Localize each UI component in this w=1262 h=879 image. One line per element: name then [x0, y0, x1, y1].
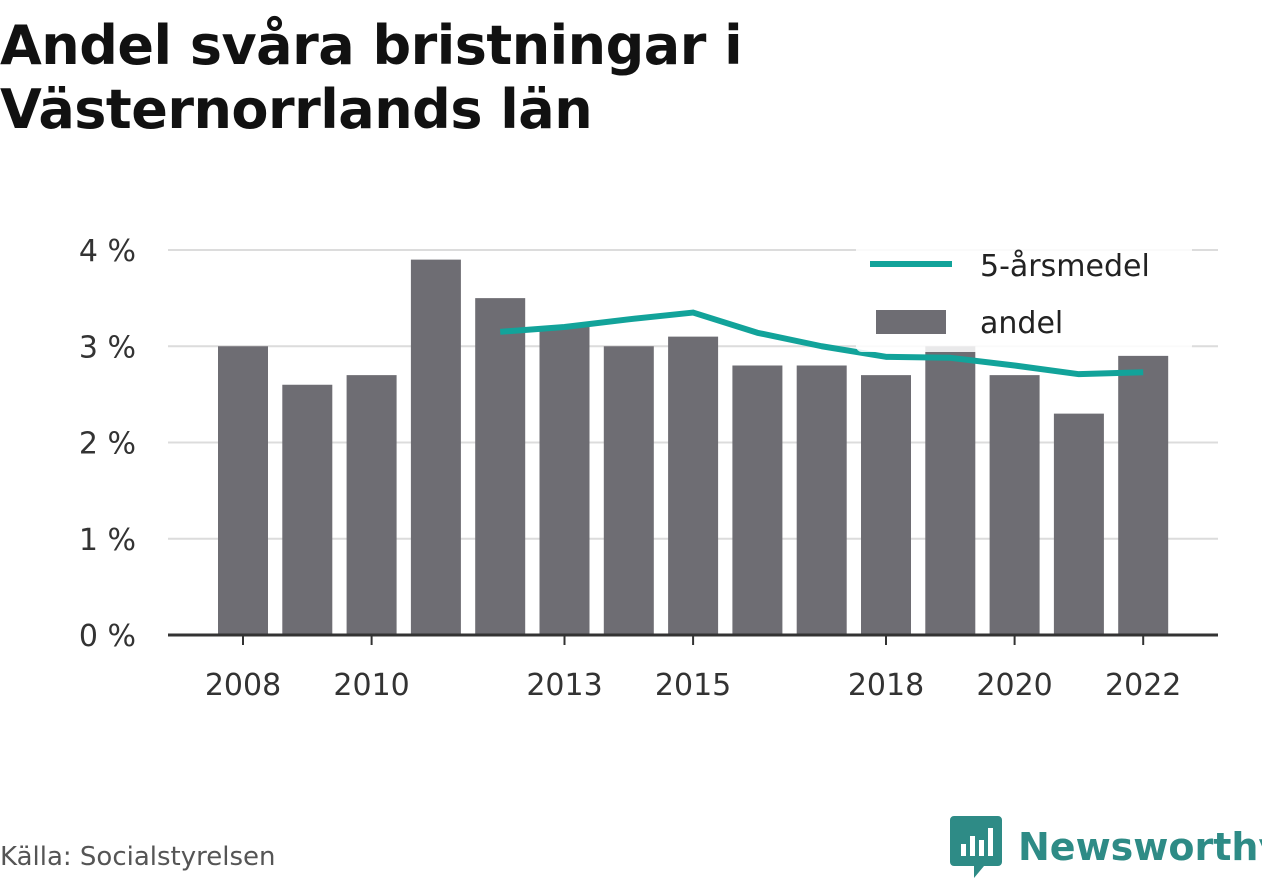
source-note: Källa: Socialstyrelsen: [0, 842, 276, 872]
chart: 0 % 1 % 2 % 3 % 4 % 2008 2010 2013 2015 2018 2020 2…: [79, 234, 1218, 703]
y-tick-label: 4 %: [79, 234, 136, 269]
legend: 5-årsmedel andel: [856, 236, 1192, 352]
newsworthy-logo-icon: [950, 816, 1002, 878]
legend-label-5-arsmedel: 5-årsmedel: [980, 249, 1150, 284]
bar: [796, 365, 847, 635]
y-tick-label: 0 %: [79, 619, 136, 654]
legend-swatch-bar: [876, 310, 946, 334]
x-tick-label: 2022: [1105, 668, 1181, 703]
legend-label-andel: andel: [980, 306, 1063, 341]
bar: [989, 375, 1040, 635]
bar: [282, 384, 333, 635]
bar: [218, 346, 268, 635]
bar: [1053, 413, 1104, 635]
bar: [861, 375, 911, 635]
line-series: [499, 309, 1144, 378]
bar: [539, 327, 590, 635]
bar: [346, 375, 397, 635]
bar: [410, 259, 461, 635]
series-line-5-arsmedel: [499, 309, 1144, 378]
x-tick-label: 2015: [655, 668, 731, 703]
x-tick-label: 2013: [526, 668, 602, 703]
y-tick-label: 3 %: [79, 330, 136, 365]
bars: [218, 259, 1169, 635]
bar: [475, 298, 526, 635]
bar: [1118, 355, 1169, 635]
axes: 0 % 1 % 2 % 3 % 4 % 2008 2010 2013 2015 2018 2020 2…: [79, 234, 1218, 703]
y-tick-label: 1 %: [79, 523, 136, 558]
bar: [668, 336, 719, 635]
bar: [925, 346, 976, 635]
x-tick-label: 2018: [848, 668, 924, 703]
brand-name: Newsworthy: [1018, 825, 1262, 869]
y-tick-label: 2 %: [79, 427, 136, 462]
x-tick-label: 2010: [333, 668, 409, 703]
bar: [603, 346, 654, 635]
brand: Newsworthy: [950, 816, 1262, 878]
x-tick-label: 2008: [205, 668, 281, 703]
chart-title: Andel svåra bristningar i Västernorrland…: [0, 14, 743, 141]
bar: [732, 365, 783, 635]
x-tick-label: 2020: [976, 668, 1052, 703]
